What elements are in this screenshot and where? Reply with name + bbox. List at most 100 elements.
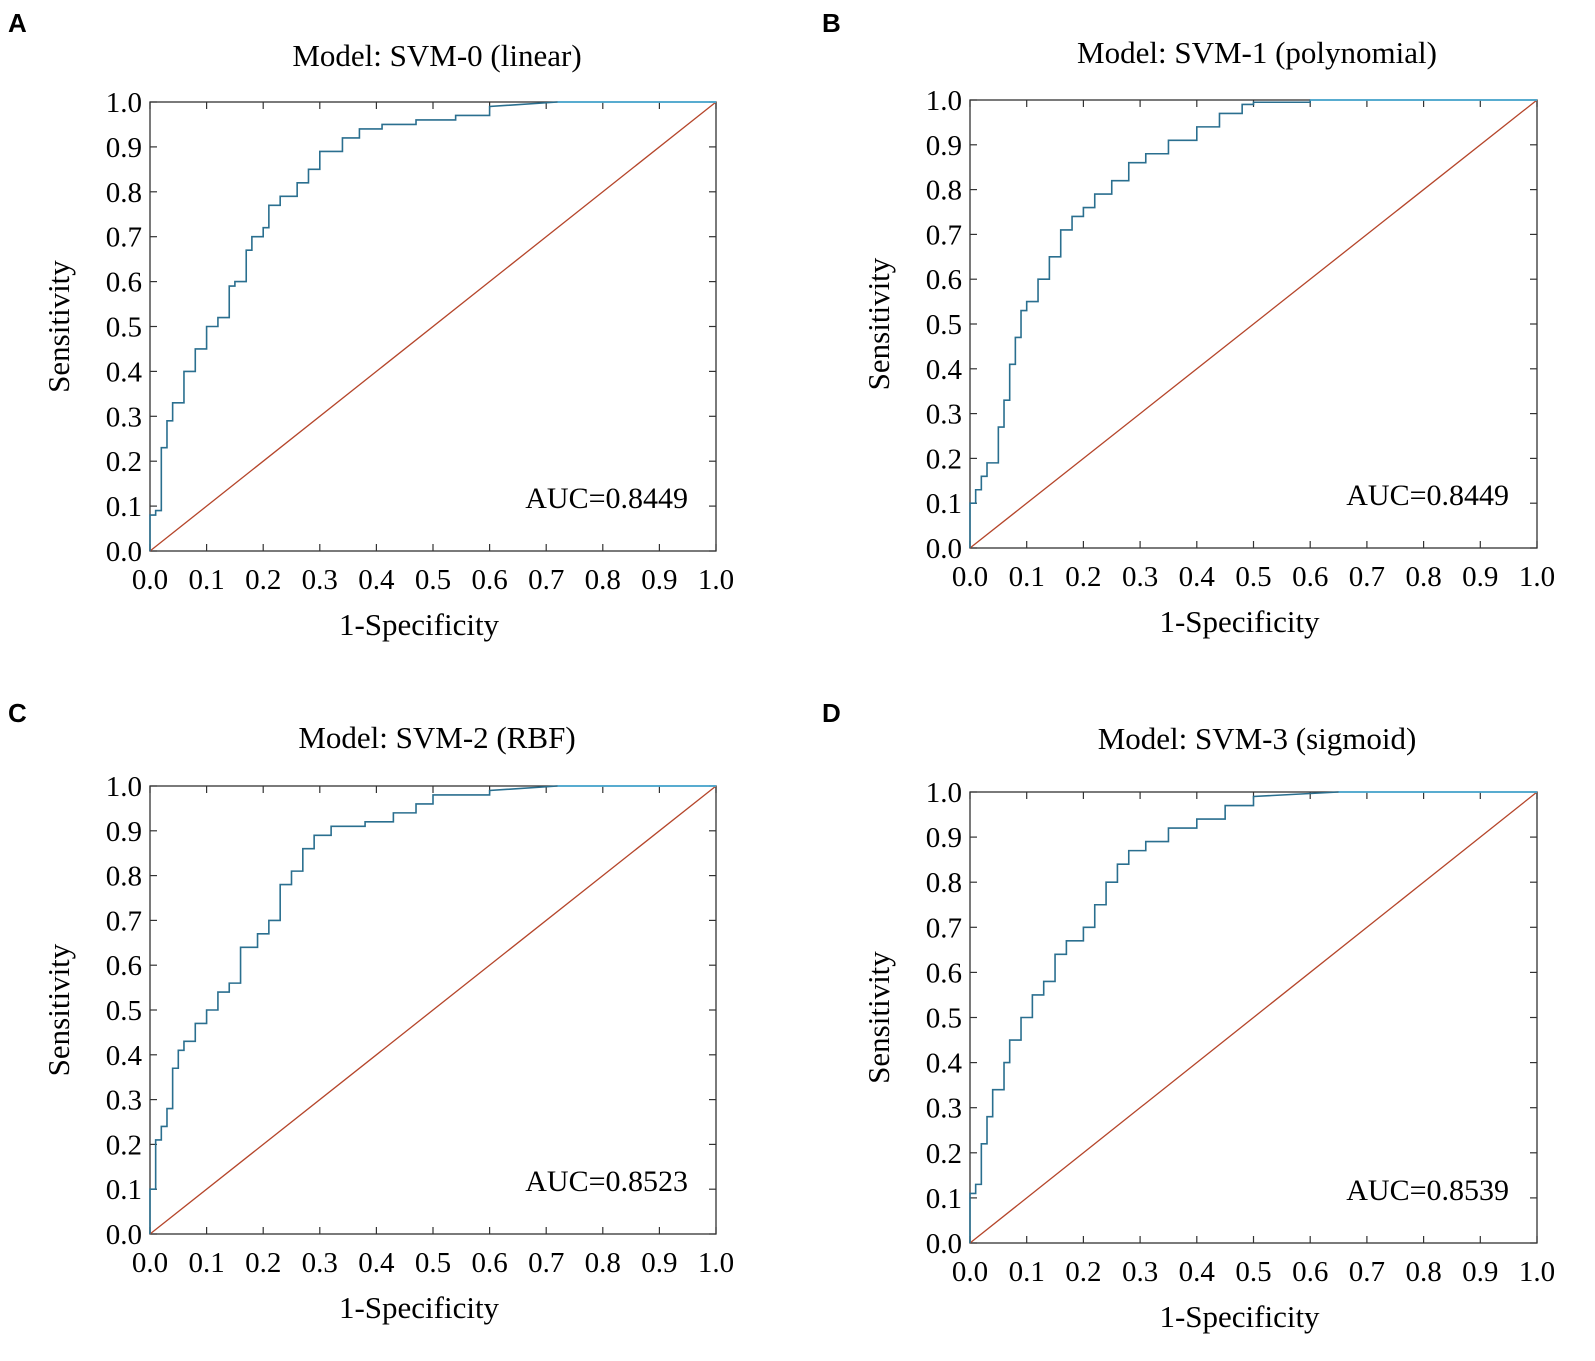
x-tick-label: 0.3 — [1122, 1256, 1158, 1288]
x-tick-label: 0.5 — [415, 564, 451, 596]
x-axis-label: 1-Specificity — [339, 607, 500, 642]
panel-letter: B — [822, 8, 841, 38]
x-tick-label: 1.0 — [698, 1247, 734, 1279]
y-tick-label: 0.9 — [926, 130, 962, 162]
x-axis-label: 1-Specificity — [1159, 1299, 1320, 1334]
auc-annotation: AUC=0.8449 — [525, 482, 688, 515]
x-tick-label: 1.0 — [698, 564, 734, 596]
panel-letter: C — [8, 698, 27, 728]
x-tick-label: 0.9 — [1462, 561, 1498, 593]
x-axis-label: 1-Specificity — [339, 1290, 500, 1325]
y-tick-label: 0.5 — [106, 995, 142, 1027]
x-tick-label: 0.5 — [1235, 561, 1271, 593]
y-tick-label: 0.6 — [106, 950, 142, 982]
y-tick-label: 0.0 — [106, 536, 142, 568]
x-tick-label: 0.6 — [1292, 1256, 1328, 1288]
y-tick-label: 1.0 — [926, 85, 962, 117]
y-axis-label: Sensitivity — [41, 260, 76, 393]
reference-diagonal-line — [149, 101, 717, 552]
y-tick-label: 0.0 — [926, 533, 962, 565]
chart-panel-b: B Model: SVM-1 (polynomial) 0.0 0.1 0.2 0.3 0.… — [822, 8, 1555, 639]
y-tick-label: 0.6 — [106, 267, 142, 299]
x-tick-label: 0.0 — [952, 1256, 988, 1288]
x-tick-label: 0.2 — [245, 564, 281, 596]
y-axis-label: Sensitivity — [861, 951, 896, 1084]
y-tick-label: 1.0 — [106, 771, 142, 803]
y-tick-label: 0.2 — [106, 446, 142, 478]
y-tick-label: 0.8 — [106, 861, 142, 893]
x-tick-label: 0.9 — [641, 1247, 677, 1279]
chart-title: Model: SVM-1 (polynomial) — [1077, 35, 1437, 70]
y-tick-label: 0.8 — [106, 177, 142, 209]
y-tick-label: 0.9 — [926, 822, 962, 854]
x-tick-label: 1.0 — [1519, 561, 1555, 593]
y-tick-label: 0.5 — [926, 1003, 962, 1035]
y-tick-label: 0.0 — [106, 1219, 142, 1251]
chart-panel-d: D Model: SVM-3 (sigmoid) 0.0 0.1 0.2 0.3 0.4 0.… — [822, 698, 1555, 1334]
chart-panel-a: A Model: SVM-0 (linear) 0.0 0.1 0.2 0.3 0.4 0.5… — [8, 8, 734, 642]
x-tick-label: 0.1 — [1009, 561, 1045, 593]
y-tick-label: 0.1 — [926, 1183, 962, 1215]
panel-letter: D — [822, 698, 841, 728]
roc-curve-line — [149, 101, 716, 551]
x-tick-label: 0.0 — [952, 561, 988, 593]
x-tick-label: 0.7 — [1349, 561, 1385, 593]
x-tick-label: 0.0 — [132, 1247, 168, 1279]
y-tick-label: 0.1 — [106, 1174, 142, 1206]
y-tick-label: 0.9 — [106, 816, 142, 848]
auc-annotation: AUC=0.8523 — [525, 1165, 688, 1198]
x-tick-label: 0.6 — [471, 564, 507, 596]
x-tick-label: 0.3 — [1122, 561, 1158, 593]
x-tick-label: 0.8 — [1405, 1256, 1441, 1288]
x-tick-label: 0.7 — [528, 1247, 564, 1279]
x-tick-label: 0.8 — [585, 564, 621, 596]
x-tick-label: 0.2 — [1065, 1256, 1101, 1288]
x-tick-label: 0.4 — [358, 564, 395, 596]
x-tick-label: 0.3 — [302, 564, 338, 596]
y-tick-label: 0.5 — [926, 309, 962, 341]
y-tick-label: 0.6 — [926, 264, 962, 296]
x-tick-label: 0.7 — [528, 564, 564, 596]
x-tick-label: 0.3 — [302, 1247, 338, 1279]
y-tick-label: 0.2 — [926, 1138, 962, 1170]
y-tick-label: 0.3 — [106, 1085, 142, 1117]
x-tick-label: 0.1 — [188, 1247, 224, 1279]
y-tick-label: 0.8 — [926, 175, 962, 207]
reference-diagonal-line — [969, 99, 1538, 549]
x-tick-label: 0.8 — [585, 1247, 621, 1279]
panel-letter: A — [8, 8, 27, 38]
x-tick-label: 0.9 — [641, 564, 677, 596]
y-tick-label: 0.2 — [106, 1129, 142, 1161]
auc-annotation: AUC=0.8539 — [1346, 1174, 1509, 1207]
x-tick-label: 0.1 — [1009, 1256, 1045, 1288]
y-tick-label: 0.7 — [106, 905, 142, 937]
y-tick-label: 0.6 — [926, 957, 962, 989]
y-tick-label: 0.7 — [926, 219, 962, 251]
y-tick-label: 0.9 — [106, 132, 142, 164]
x-tick-label: 0.1 — [188, 564, 224, 596]
x-tick-label: 0.6 — [1292, 561, 1328, 593]
y-tick-label: 0.4 — [106, 1040, 143, 1072]
x-axis-label: 1-Specificity — [1159, 604, 1320, 639]
y-tick-label: 0.4 — [926, 354, 963, 386]
y-tick-label: 0.7 — [106, 222, 142, 254]
y-tick-label: 0.3 — [106, 401, 142, 433]
chart-title: Model: SVM-3 (sigmoid) — [1098, 721, 1417, 756]
auc-annotation: AUC=0.8449 — [1346, 479, 1509, 512]
y-axis-label: Sensitivity — [41, 943, 76, 1076]
x-tick-label: 0.7 — [1349, 1256, 1385, 1288]
x-tick-label: 1.0 — [1519, 1256, 1555, 1288]
x-tick-label: 0.5 — [415, 1247, 451, 1279]
reference-diagonal-line — [969, 791, 1538, 1244]
y-tick-label: 0.5 — [106, 312, 142, 344]
y-tick-label: 0.3 — [926, 399, 962, 431]
y-tick-label: 1.0 — [926, 777, 962, 809]
chart-title: Model: SVM-2 (RBF) — [298, 720, 575, 755]
y-tick-label: 0.0 — [926, 1228, 962, 1260]
y-tick-label: 0.1 — [106, 491, 142, 523]
x-tick-label: 0.6 — [471, 1247, 507, 1279]
y-tick-label: 0.4 — [926, 1048, 963, 1080]
y-tick-label: 0.2 — [926, 443, 962, 475]
y-tick-label: 0.1 — [926, 488, 962, 520]
